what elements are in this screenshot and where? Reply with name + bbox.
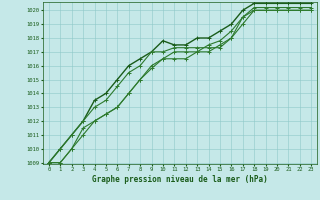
X-axis label: Graphe pression niveau de la mer (hPa): Graphe pression niveau de la mer (hPa) bbox=[92, 175, 268, 184]
